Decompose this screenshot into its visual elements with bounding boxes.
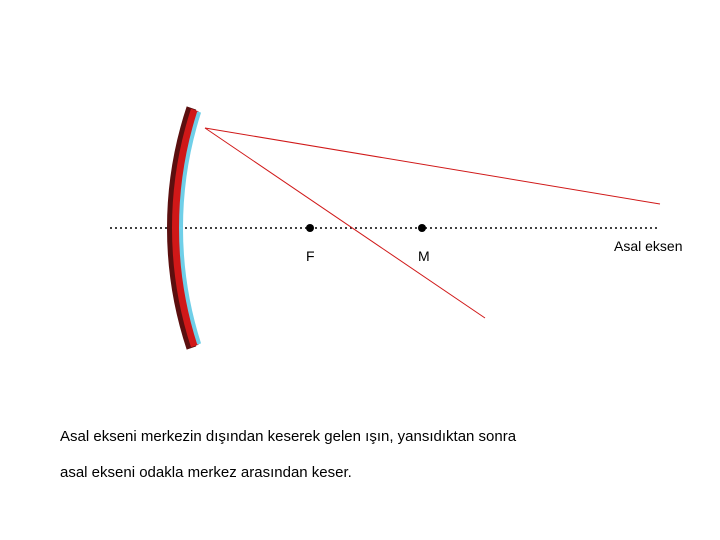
diagram-svg <box>0 0 720 400</box>
focal-point-label: F <box>306 248 315 264</box>
optics-diagram: F M Asal eksen <box>0 0 720 400</box>
focal-point-dot <box>306 224 314 232</box>
principal-axis-label: Asal eksen <box>614 238 682 254</box>
center-point-label: M <box>418 248 430 264</box>
description-line-1: Asal ekseni merkezin dışından keserek ge… <box>60 428 516 445</box>
description-line-2: asal ekseni odakla merkez arasından kese… <box>60 464 352 481</box>
center-point-dot <box>418 224 426 232</box>
incoming-ray <box>205 128 660 204</box>
reflected-ray <box>205 128 485 318</box>
